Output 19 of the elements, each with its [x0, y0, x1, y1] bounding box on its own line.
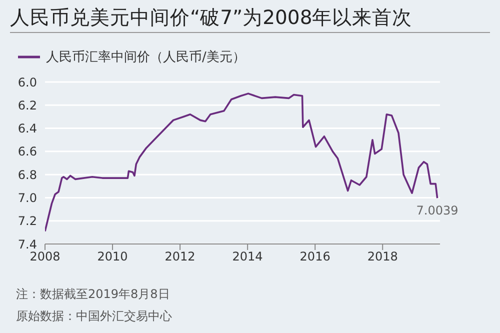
text: 原始数据：中国外汇交易中心 — [16, 308, 172, 325]
y-tick-label: 6.6 — [18, 144, 37, 159]
x-tick-label: 2016 — [300, 250, 330, 264]
y-tick-label: 6.0 — [18, 75, 37, 90]
y-tick-label: 6.4 — [18, 122, 37, 136]
x-tick-label: 2010 — [97, 250, 128, 264]
annotation: 7.0039 — [416, 204, 458, 218]
x-tick-label: 2014 — [232, 250, 263, 264]
y-tick-label: 7.2 — [18, 214, 37, 228]
x-tick-label: 2008 — [30, 250, 60, 264]
y-tick-label: 6.8 — [18, 168, 37, 182]
y-tick-label: 7.4 — [18, 237, 37, 252]
y-tick-label: 6.2 — [18, 98, 37, 112]
x-tick-label: 2018 — [367, 250, 398, 264]
x-tick-label: 2012 — [164, 250, 196, 264]
chart-title: 人民币兑美元中间价“破7”为2008年以来首次 — [10, 5, 412, 31]
y-tick-label: 7.0 — [18, 190, 37, 205]
text: 注：数据截至2019年8月8日 — [16, 286, 171, 303]
legend-label: 人民币汇率中间价（人民币/美元） — [45, 49, 246, 66]
